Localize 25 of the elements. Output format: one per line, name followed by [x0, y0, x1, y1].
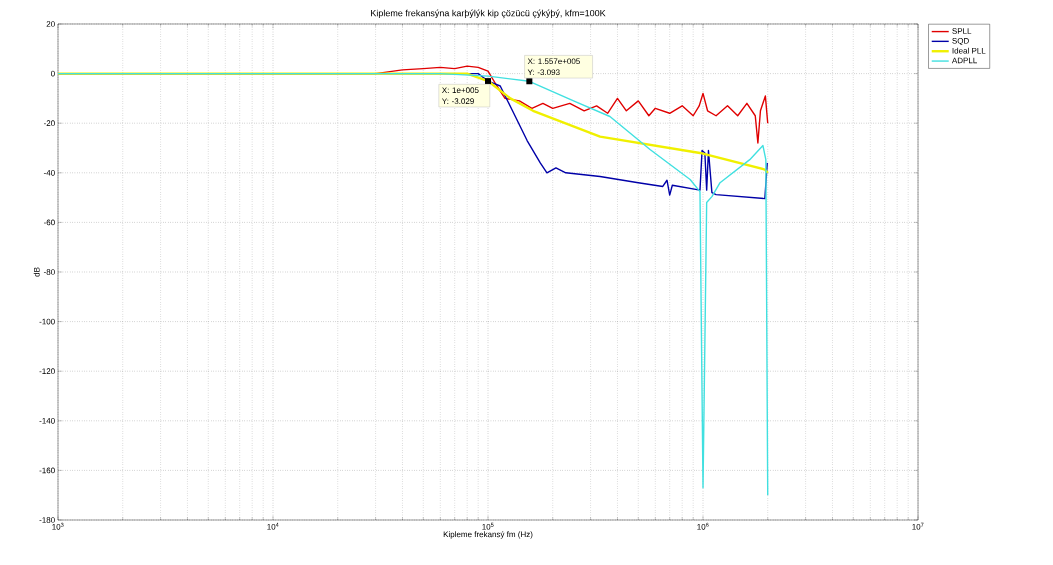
x-tick-label: 10$^{4}$	[267, 522, 279, 530]
y-tick-label: -180	[39, 517, 55, 523]
chart-title: Kipleme frekansýna karþýlýk kip çözücü çýkýþý, kfm=100K	[371, 9, 606, 19]
y-tick-label: -120	[39, 368, 55, 375]
y-tick-label: -100	[39, 318, 55, 325]
y-tick-label: -20	[43, 120, 55, 127]
legend-label: Ideal PLL	[952, 47, 986, 54]
y-tick-label: -140	[39, 417, 55, 424]
annotation: X: 1e+005 Y: -3.029	[441, 87, 479, 104]
y-tick-label: -80	[43, 269, 55, 275]
x-tick-label: 10$^{6}$	[697, 522, 709, 530]
x-axis-title: Kipleme frekansý fm (Hz)	[443, 531, 533, 539]
legend-label: SQD	[952, 37, 969, 46]
y-tick-label: -160	[39, 467, 55, 474]
x-tick-label: 10$^{5}$	[482, 522, 494, 530]
annotation: X: 1.557e+005 Y: -3.093	[527, 58, 580, 76]
x-tick-label: 10$^{7}$	[912, 522, 924, 530]
legend-label: ADPLL	[951, 57, 977, 64]
y-tick-label: -60	[43, 219, 55, 226]
y-tick-label: -40	[43, 169, 55, 176]
y-axis-title: dB	[33, 267, 40, 277]
y-tick-label: 20	[46, 21, 55, 27]
y-tick-label: 0	[51, 70, 55, 77]
legend-label: SPLL	[952, 28, 972, 34]
x-tick-label: 10$^{3}$	[52, 522, 64, 530]
